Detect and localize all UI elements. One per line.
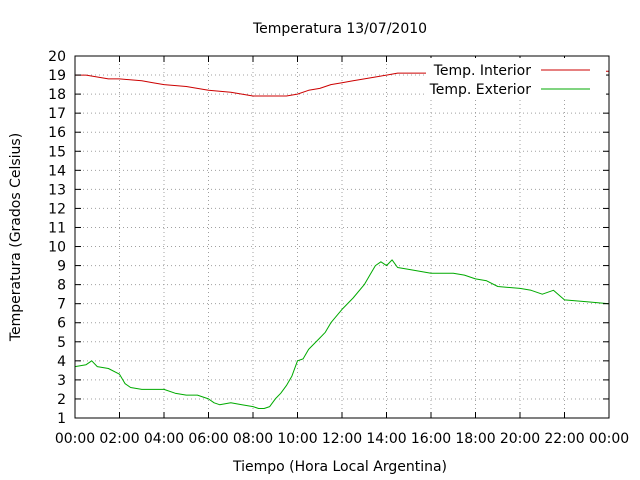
legend-label-exterior: Temp. Exterior [429, 82, 532, 98]
y-tick-label: 7 [57, 297, 66, 313]
x-tick-labels: 00:00 02:00 04:00 06:00 08:00 10:00 12:00 14:00… [55, 431, 629, 447]
y-tick-label: 14 [48, 163, 66, 179]
y-tick-label: 4 [57, 354, 66, 370]
x-tick-label: 22:00 [544, 431, 584, 447]
y-tick-label: 3 [57, 373, 66, 389]
y-tick-label: 17 [48, 106, 66, 122]
x-tick-label: 08:00 [233, 431, 273, 447]
y-tick-label: 19 [48, 68, 66, 84]
x-tick-label: 14:00 [366, 431, 406, 447]
x-tick-label: 02:00 [99, 431, 139, 447]
series-line-exterior [74, 259, 610, 409]
x-tick-label: 20:00 [500, 431, 540, 447]
x-tick-label: 04:00 [144, 431, 184, 447]
y-axis-label: Temperatura (Grados Celsius) [8, 133, 24, 342]
x-tick-label: 00:00 [589, 431, 629, 447]
y-tick-label: 13 [48, 182, 66, 198]
series-line-interior [75, 70, 609, 97]
x-axis-label: Tiempo (Hora Local Argentina) [232, 459, 447, 475]
y-tick-label: 1 [57, 411, 66, 427]
x-tick-label: 00:00 [55, 431, 95, 447]
y-tick-label: 10 [48, 240, 66, 256]
y-tick-label: 12 [48, 201, 66, 217]
y-tick-label: 5 [57, 335, 66, 351]
chart-title: Temperatura 13/07/2010 [252, 21, 427, 37]
y-tick-label: 20 [48, 49, 66, 65]
y-tick-label: 9 [57, 259, 66, 275]
axis-ticks [74, 55, 610, 419]
legend-background [426, 58, 606, 100]
y-tick-label: 15 [48, 144, 66, 160]
series-layer [74, 70, 610, 409]
y-tick-label: 8 [57, 278, 66, 294]
x-tick-label: 12:00 [322, 431, 362, 447]
y-tick-label: 16 [48, 125, 66, 141]
x-tick-label: 10:00 [277, 431, 317, 447]
y-tick-label: 18 [48, 87, 66, 103]
x-tick-label: 06:00 [188, 431, 228, 447]
y-tick-label: 11 [48, 220, 66, 236]
x-tick-label: 16:00 [411, 431, 451, 447]
legend: Temp. Interior Temp. Exterior [426, 58, 606, 100]
x-tick-label: 18:00 [455, 431, 495, 447]
y-tick-label: 2 [57, 392, 66, 408]
y-tick-label: 6 [57, 316, 66, 332]
legend-label-interior: Temp. Interior [433, 63, 532, 79]
grid-lines [75, 56, 609, 418]
